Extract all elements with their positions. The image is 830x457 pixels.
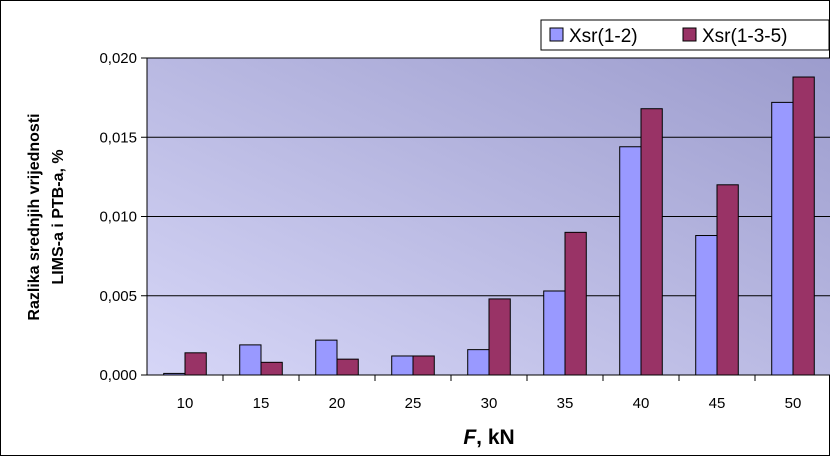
x-tick-label: 45 [709,395,726,412]
y-axis-label-2: LIMS-a i PTB-a, % [50,149,67,284]
bar-series-2 [640,108,663,376]
x-tick-label: 10 [177,395,194,412]
y-ticks: 0,000 0,005 0,010 0,015 0,020 [99,50,147,384]
x-tick-label: 50 [785,395,802,412]
x-tick-label: 35 [557,395,574,412]
x-ticks: 10 15 20 25 30 35 40 45 50 [177,375,802,412]
bar-series-1 [239,344,262,376]
bars [163,76,815,376]
y-tick-label: 0,020 [99,50,137,67]
y-axis-label-line1: Razlika srednjih vrijednosti [26,113,43,320]
bar-series-2 [488,298,511,376]
bar-series-2 [716,184,739,376]
x-axis-label: F, kN [463,426,514,449]
bar-series-1 [467,349,490,376]
bar-series-2 [260,361,283,376]
y-axis-label: Razlika srednjih vrijednosti [26,113,43,320]
bar-series-2 [412,355,435,376]
bar-series-2 [336,358,359,376]
legend-label-series-1: Xsr(1-2) [569,26,638,47]
legend: Xsr(1-2) Xsr(1-3-5) [540,19,830,51]
x-tick-label: 30 [481,395,498,412]
y-axis-label-line2: LIMS-a i PTB-a, % [50,149,67,284]
x-axis-label-unit: , kN [476,426,515,449]
x-tick-label: 20 [329,395,346,412]
x-tick-label: 40 [633,395,650,412]
bar-series-1 [543,290,566,376]
bar-series-1 [315,339,338,376]
bar-series-2 [184,352,207,376]
legend-label-series-2: Xsr(1-3-5) [702,26,788,47]
y-tick-label: 0,010 [99,209,137,226]
bar-series-1 [695,235,718,376]
bar-series-2 [564,231,587,376]
bar-series-2 [792,76,815,376]
x-tick-label: 25 [405,395,422,412]
y-tick-label: 0,015 [99,129,137,146]
bar-series-1 [391,355,414,376]
y-tick-label: 0,000 [99,367,137,384]
bar-series-1 [771,101,794,376]
bar-series-1 [619,146,642,376]
legend-swatch-series-2 [682,27,697,42]
y-tick-label: 0,005 [99,288,137,305]
x-tick-label: 15 [253,395,270,412]
x-axis-label-variable: F [463,426,477,449]
legend-swatch-series-1 [549,27,564,42]
